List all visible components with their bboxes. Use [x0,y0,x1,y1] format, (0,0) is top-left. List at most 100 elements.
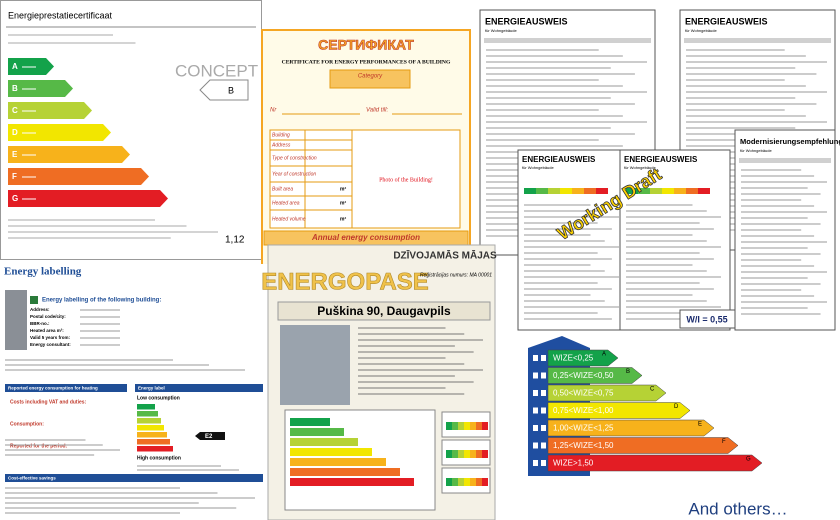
gauge-segment [452,422,458,430]
section-bar [684,38,831,43]
gauge-segment [482,422,488,430]
band-class: F [722,439,726,445]
scale-segment [548,188,560,194]
row-label: Built area [272,186,293,192]
scale-segment [137,411,158,417]
gauge-segment [452,450,458,458]
scale-segment [560,188,572,194]
window [541,390,546,396]
band-class: C [650,387,655,393]
band-class: G [746,457,751,463]
scale-segment [290,448,372,456]
window [541,355,546,361]
window [541,443,546,449]
heading: Energy labelling of the following buildi… [42,298,161,304]
row-label: Heated area [272,200,300,206]
doc-title: ENERGIEAUSWEIS [624,155,698,164]
gauge-segment [476,450,482,458]
subtitle: für Wohngebäude [685,28,718,33]
gauge-segment [446,422,452,430]
doc-title: ENERGIEAUSWEIS [685,16,768,26]
header: DZĪVOJAMĀS MĀJAS [393,250,497,262]
window [533,373,538,379]
doc-title: СЕРТИФИКАТ [318,37,414,53]
scale-segment [686,188,698,194]
ratio: W/I = 0,55 [686,314,727,324]
rating: B [228,85,234,95]
low: Low consumption [137,395,180,401]
subtitle: für Wohngebäude [485,28,518,33]
scale-segment [662,188,674,194]
class-letter: C [12,106,18,115]
window [533,460,538,466]
scale-segment [137,432,167,438]
gauge-segment [446,450,452,458]
gauge-segment [476,422,482,430]
class-letter: B [12,84,18,93]
scale-segment [674,188,686,194]
band-label: 0,75<WIZE<1,00 [553,406,614,415]
field: Valid 5 years from: [30,335,71,340]
unit: m² [340,216,346,222]
window [541,425,546,431]
gauge-segment [464,450,470,458]
band-class: A [602,352,606,358]
gauge-segment [458,422,464,430]
class-letter: E [12,150,18,159]
scale-segment [137,446,173,452]
gauge-segment [476,478,482,486]
subtitle: für Wohngebäude [522,165,555,170]
row-label: Address [271,142,291,148]
band-label: 1,25<WIZE<1,50 [553,441,614,450]
band-class: D [674,404,679,410]
class-letter: A [12,62,18,71]
band-class: B [626,369,630,375]
value: 1,12 [225,235,245,246]
logo: ENERGOPASE [261,268,429,295]
window [541,460,546,466]
gauge-segment [446,478,452,486]
class-letter: F [12,172,17,181]
subtitle: CERTIFICATE FOR ENERGY PERFORMANCES OF A… [282,59,451,65]
scale-segment [290,438,358,446]
address: Puškina 90, Daugavpils [317,304,451,318]
scale-segment [137,425,164,431]
band-label: WIZE<0,25 [553,354,594,363]
logo [30,296,38,304]
window [533,443,538,449]
band-label: 0,25<WIZE<0,50 [553,371,614,380]
scale-segment [698,188,710,194]
scale-segment [137,418,161,424]
field: BBR-no.: [30,321,50,326]
unit: m² [340,186,346,192]
watermark: CONCEPT [175,61,258,80]
cost-field: Reported for the period: [10,443,68,449]
band-label: WIZE>1,50 [553,459,594,468]
scale-segment [584,188,596,194]
document [518,150,628,330]
scale-segment [290,458,386,466]
row-label: Type of construction [272,155,317,161]
photo-note: Photo of the Building! [379,176,433,183]
window [533,355,538,361]
section-title: Reported energy consumption for heating [8,386,98,391]
gauge-segment [458,478,464,486]
scale-segment [290,468,400,476]
gauge-segment [482,478,488,486]
window [533,390,538,396]
gauge-segment [458,450,464,458]
class-letter: D [12,128,18,137]
photo [280,325,350,405]
field: Energy consultant: [30,342,71,347]
field: Postal code/city: [30,314,66,319]
scale-segment [572,188,584,194]
slide: EnergieprestatiecertificaatCONCEPTABCDEF… [0,0,840,520]
label: Valid till: [366,108,388,114]
scale-segment [290,478,414,486]
row-label: Heated volume [272,216,306,222]
window [541,373,546,379]
section-title: Cost-effective savings [8,476,56,481]
gauge-segment [470,422,476,430]
gauge-segment [470,450,476,458]
gauge-segment [452,478,458,486]
